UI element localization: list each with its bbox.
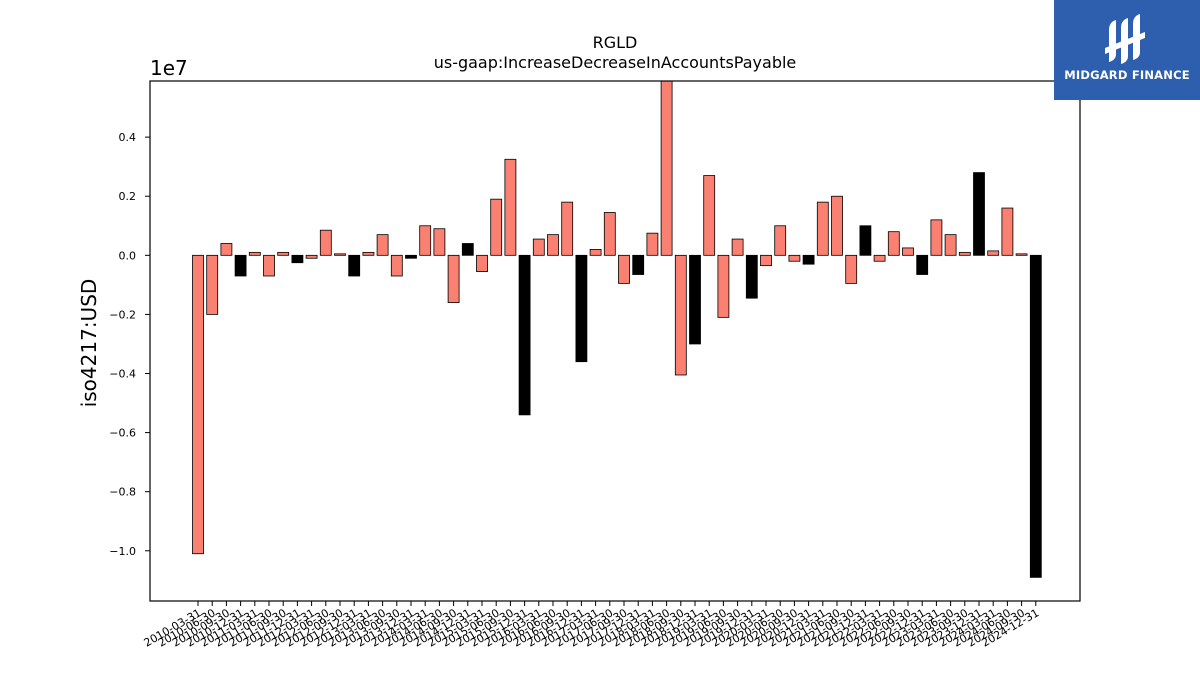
bar xyxy=(887,231,900,256)
bar xyxy=(447,254,460,303)
bar xyxy=(461,243,474,256)
y-tick-label: 0.0 xyxy=(119,249,137,262)
bar xyxy=(944,234,957,256)
bar xyxy=(390,254,403,277)
bar xyxy=(490,198,503,256)
bar xyxy=(419,225,432,256)
y-offset-label: 1e7 xyxy=(150,56,188,80)
bar xyxy=(362,251,375,256)
bar xyxy=(745,254,758,299)
y-tick-label: −0.2 xyxy=(109,308,136,321)
bar xyxy=(348,254,361,277)
bar xyxy=(973,172,985,256)
bar xyxy=(234,254,247,277)
bar xyxy=(632,254,645,275)
y-tick-label: −0.8 xyxy=(109,486,136,499)
bars-group xyxy=(192,80,1042,578)
logo-text: MIDGARD FINANCE xyxy=(1064,68,1190,82)
bar xyxy=(561,201,574,256)
bar xyxy=(532,238,545,256)
y-tick-label: −0.4 xyxy=(109,368,136,381)
bar xyxy=(1001,207,1014,256)
bar xyxy=(589,249,602,256)
y-tick-label: −0.6 xyxy=(109,427,136,440)
bar xyxy=(518,254,531,416)
bar xyxy=(277,251,290,256)
bar xyxy=(873,254,886,262)
bar xyxy=(717,254,730,318)
bar xyxy=(547,234,559,256)
y-tick-label: 0.4 xyxy=(119,131,137,144)
bar xyxy=(845,254,858,284)
bar xyxy=(1029,254,1042,578)
bar xyxy=(958,251,971,256)
bar xyxy=(788,254,801,262)
chart-title: RGLD xyxy=(593,33,638,52)
bar xyxy=(603,212,616,256)
bar xyxy=(192,254,204,555)
y-ticks-group: 0.4 0.2 0.0 −0.2 −0.4 −0.6 −0.8 −1.0 xyxy=(109,131,150,558)
bar xyxy=(248,251,261,256)
plot-frame xyxy=(149,80,1081,602)
bar xyxy=(433,228,446,256)
midgard-logo-icon xyxy=(1105,14,1145,64)
y-tick-label: 0.2 xyxy=(119,190,137,203)
bar xyxy=(859,225,872,256)
bar xyxy=(305,254,318,259)
chart-subtitle: us-gaap:IncreaseDecreaseInAccountsPayabl… xyxy=(434,53,797,72)
y-tick-label: −1.0 xyxy=(109,545,136,558)
bar xyxy=(816,201,829,256)
x-ticks-group: 2010-03-312010-06-302010-09-302010-12-31… xyxy=(142,601,1041,650)
bar xyxy=(703,175,716,256)
bar xyxy=(802,254,815,265)
bar xyxy=(291,254,304,264)
bar xyxy=(319,229,332,256)
bar xyxy=(916,254,929,275)
bar xyxy=(263,254,275,277)
bar xyxy=(831,195,843,256)
bar xyxy=(206,254,219,315)
bar xyxy=(220,243,233,256)
bar xyxy=(618,254,630,284)
bar xyxy=(930,219,943,256)
bar xyxy=(760,254,772,267)
brand-logo: MIDGARD FINANCE xyxy=(1054,0,1200,100)
bar xyxy=(405,254,417,259)
bar xyxy=(646,232,659,256)
bar xyxy=(334,253,346,256)
bar xyxy=(689,254,701,345)
y-axis-label: iso4217:USD xyxy=(77,279,101,408)
bar xyxy=(575,254,588,363)
bar xyxy=(987,250,1000,256)
bar xyxy=(504,158,517,256)
bar xyxy=(902,247,914,256)
bar xyxy=(674,254,687,376)
bar xyxy=(660,80,673,256)
bar xyxy=(774,225,787,256)
bar xyxy=(731,238,744,256)
bar xyxy=(476,254,488,272)
bar xyxy=(1015,253,1028,256)
bar xyxy=(376,234,389,256)
